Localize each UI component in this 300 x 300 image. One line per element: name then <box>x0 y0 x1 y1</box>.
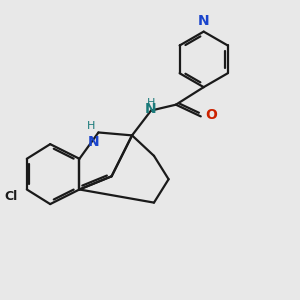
Text: N: N <box>198 14 209 28</box>
Text: N: N <box>145 102 157 116</box>
Text: N: N <box>87 135 99 149</box>
Text: Cl: Cl <box>5 190 18 203</box>
Text: H: H <box>87 121 95 131</box>
Text: H: H <box>147 98 155 108</box>
Text: O: O <box>205 108 217 122</box>
